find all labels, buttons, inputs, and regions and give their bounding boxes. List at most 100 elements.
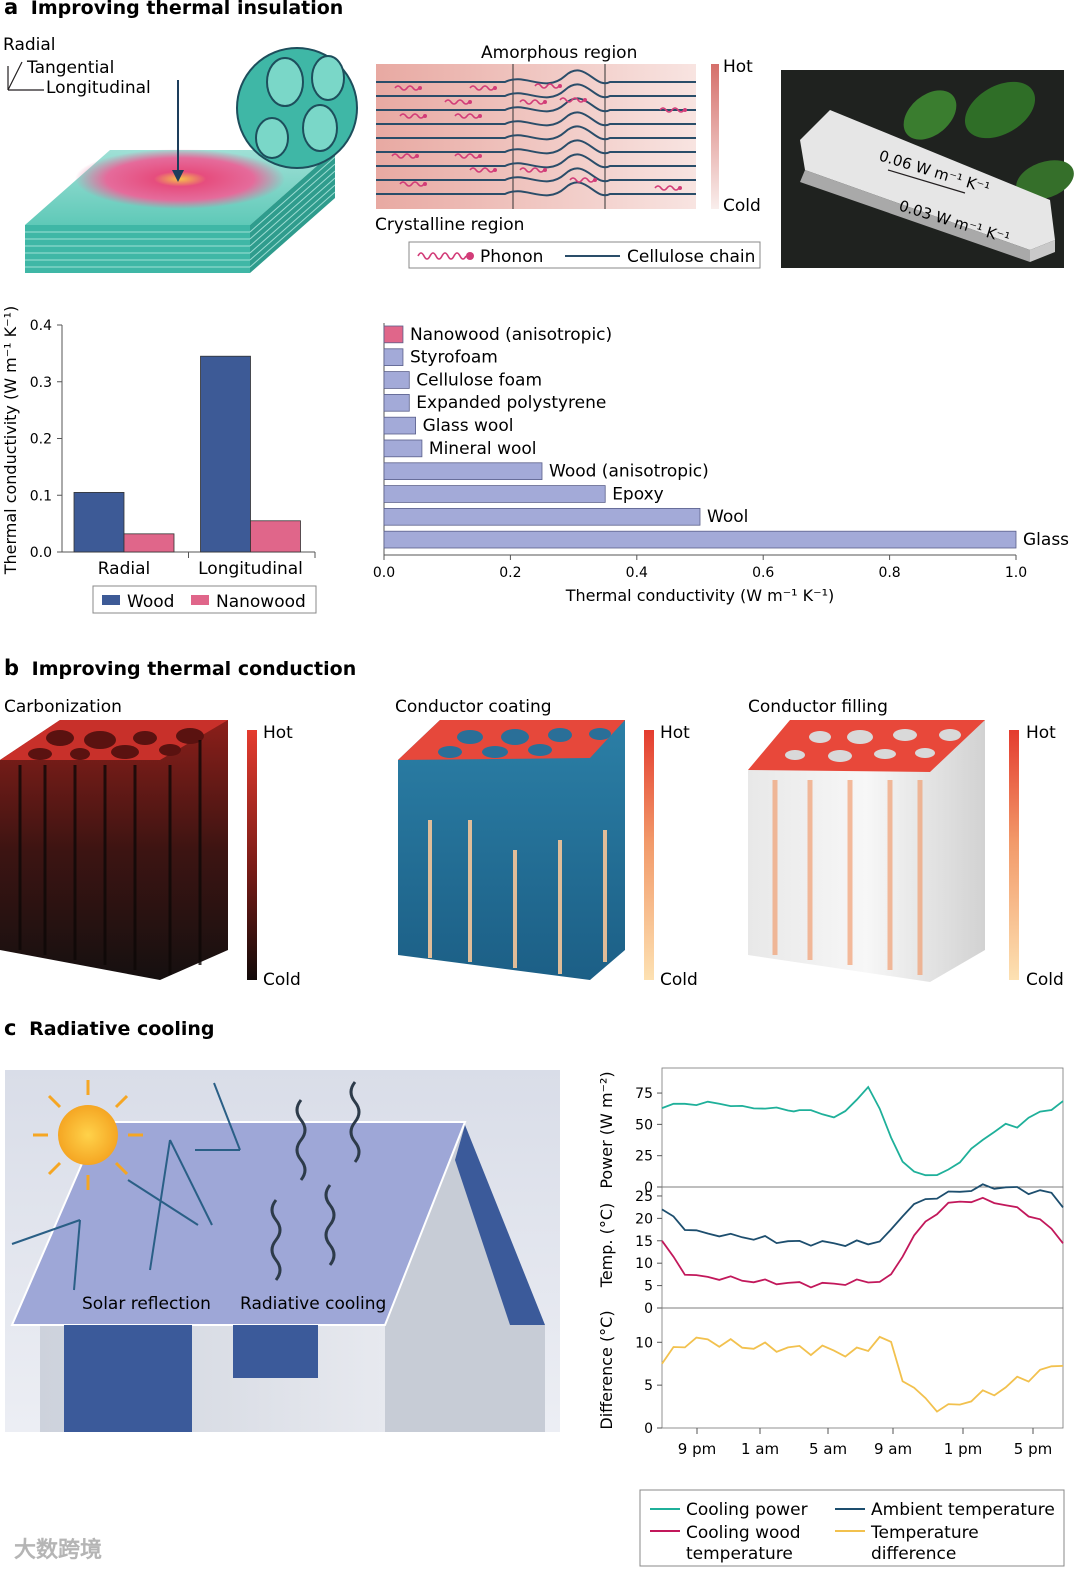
chart4-ytick-label: 25 bbox=[635, 1189, 653, 1205]
chart2-xtick-label: 0.4 bbox=[626, 565, 648, 581]
phonon-dot bbox=[478, 154, 482, 158]
hbar-wool bbox=[383, 507, 701, 526]
radiative-cooling-label: Radiative cooling bbox=[240, 1294, 386, 1314]
cellulose-chain bbox=[376, 167, 696, 183]
phonon-wave bbox=[391, 153, 417, 159]
phonon-dot bbox=[493, 168, 497, 172]
panel-b-heading: b Improving thermal conduction bbox=[4, 656, 356, 680]
hbar-glass bbox=[383, 530, 1017, 549]
hbar-cellulose-foam bbox=[383, 371, 410, 389]
tangential-axis-label: Tangential bbox=[26, 58, 114, 78]
hbar-label: Epoxy bbox=[612, 484, 664, 504]
phonon-dot bbox=[478, 114, 482, 118]
amorphous-label: Amorphous region bbox=[481, 43, 637, 63]
bar-wood-longitudinal bbox=[200, 355, 251, 553]
hbar-label: Styrofoam bbox=[410, 348, 498, 368]
legend-swatch-wood bbox=[102, 595, 120, 605]
chart1-ylabel: Thermal conductivity (W m⁻¹ K⁻¹) bbox=[1, 306, 20, 576]
legend-cooling-power: Cooling power bbox=[686, 1500, 808, 1520]
diff-ylabel: Difference (°C) bbox=[597, 1310, 616, 1429]
cellulose-chain bbox=[376, 97, 696, 113]
x-tick-label: 5 am bbox=[809, 1440, 847, 1458]
cold-label-b3: Cold bbox=[1026, 970, 1064, 990]
phonon-wave bbox=[469, 85, 495, 91]
longitudinal-axis-label: Longitudinal bbox=[46, 78, 151, 98]
carbonized-wood-block bbox=[0, 720, 228, 980]
chart1-ytick-label: 0.0 bbox=[30, 545, 52, 561]
hot-cold-bar bbox=[711, 64, 719, 209]
phonon-wave bbox=[454, 153, 480, 159]
chart4-ytick-label: 15 bbox=[635, 1234, 653, 1250]
phonon-dot bbox=[593, 178, 597, 182]
chart1-ytick-label: 0.3 bbox=[30, 375, 52, 391]
chart5-ytick-label: 0 bbox=[644, 1421, 653, 1437]
carbonization-label: Carbonization bbox=[4, 697, 122, 717]
hbar-label: Glass wool bbox=[423, 416, 514, 436]
x-tick-label: 5 pm bbox=[1014, 1440, 1052, 1458]
temperature-difference-chart: 0 5 10 9 pm 1 am 5 am 9 am 1 pm 5 pm bbox=[635, 1307, 1064, 1458]
sun-icon bbox=[58, 1105, 118, 1165]
phonon-wave bbox=[559, 97, 585, 103]
hbar-glass-wool bbox=[383, 416, 417, 435]
phonon-dot bbox=[543, 100, 547, 104]
phonon-dot bbox=[683, 108, 687, 112]
hbar-label: Expanded polystyrene bbox=[416, 393, 606, 413]
x-tick-label: 9 am bbox=[874, 1440, 912, 1458]
legend-wood: Wood bbox=[127, 592, 174, 612]
hbar-label: Wool bbox=[707, 507, 748, 527]
chart4-ytick-label: 10 bbox=[635, 1256, 653, 1272]
heat-spot bbox=[75, 149, 285, 209]
phonon-wave bbox=[519, 99, 545, 105]
hbar-expanded-polystyrene bbox=[383, 393, 410, 412]
phonon-diagram bbox=[376, 64, 719, 209]
power-ylabel: Power (W m⁻²) bbox=[597, 1071, 616, 1188]
phonon-dot bbox=[678, 186, 682, 190]
coated-wood-block bbox=[398, 720, 625, 980]
radial-axis-label: Radial bbox=[3, 35, 56, 55]
chart4-ytick-label: 0 bbox=[644, 1301, 653, 1317]
panel-c-heading: c Radiative cooling bbox=[4, 1016, 214, 1040]
phonon-dot bbox=[423, 182, 427, 186]
cellulose-chain bbox=[376, 125, 696, 141]
phonon-dot bbox=[418, 86, 422, 90]
chart2-xtick-label: 0.0 bbox=[373, 565, 395, 581]
x-tick-label: 1 pm bbox=[944, 1440, 982, 1458]
temp-ylabel: Temp. (°C) bbox=[597, 1203, 616, 1288]
phonon-wave bbox=[454, 113, 480, 119]
hbar-label: Nanowood (anisotropic) bbox=[410, 325, 612, 345]
series-cooling-power bbox=[661, 1085, 1064, 1177]
hot-label-b1: Hot bbox=[263, 723, 293, 743]
chart5-frame bbox=[661, 1307, 1064, 1429]
chart1-category-label: Longitudinal bbox=[198, 559, 303, 579]
coating-hot-cold-bar bbox=[644, 730, 654, 980]
solar-reflection-label: Solar reflection bbox=[82, 1294, 211, 1314]
phonon-wave bbox=[444, 99, 470, 105]
chart2-xtick-label: 0.6 bbox=[752, 565, 774, 581]
bar-nanowood-radial bbox=[123, 533, 175, 553]
legend-ambient: Ambient temperature bbox=[871, 1500, 1055, 1520]
hot-label-a: Hot bbox=[723, 57, 753, 77]
x-tick-label: 1 am bbox=[741, 1440, 779, 1458]
hbar-label: Glass bbox=[1023, 530, 1069, 550]
cellulose-chain bbox=[376, 139, 696, 155]
phonon-wave bbox=[399, 181, 425, 187]
hbar-label: Cellulose foam bbox=[416, 370, 542, 390]
hbar-nanowood-anisotropic- bbox=[383, 325, 404, 344]
phonon-wave bbox=[394, 85, 420, 91]
cold-label-b1: Cold bbox=[263, 970, 301, 990]
chart2-xtick-label: 0.2 bbox=[499, 565, 521, 581]
chart1-ytick-label: 0.1 bbox=[30, 488, 52, 504]
coating-label: Conductor coating bbox=[395, 697, 552, 717]
legend-swatch-nanowood bbox=[191, 595, 209, 605]
phonon-wave bbox=[659, 107, 685, 113]
phonon-dot bbox=[415, 154, 419, 158]
phonon-legend-label: Phonon bbox=[480, 247, 543, 267]
chart1-category-label: Radial bbox=[98, 559, 151, 579]
phonon-wave bbox=[534, 83, 560, 89]
filling-label: Conductor filling bbox=[748, 697, 888, 717]
cellulose-chain bbox=[376, 181, 696, 197]
cold-label-b2: Cold bbox=[660, 970, 698, 990]
crystalline-label: Crystalline region bbox=[375, 215, 524, 235]
chart4-ytick-label: 20 bbox=[635, 1211, 653, 1227]
